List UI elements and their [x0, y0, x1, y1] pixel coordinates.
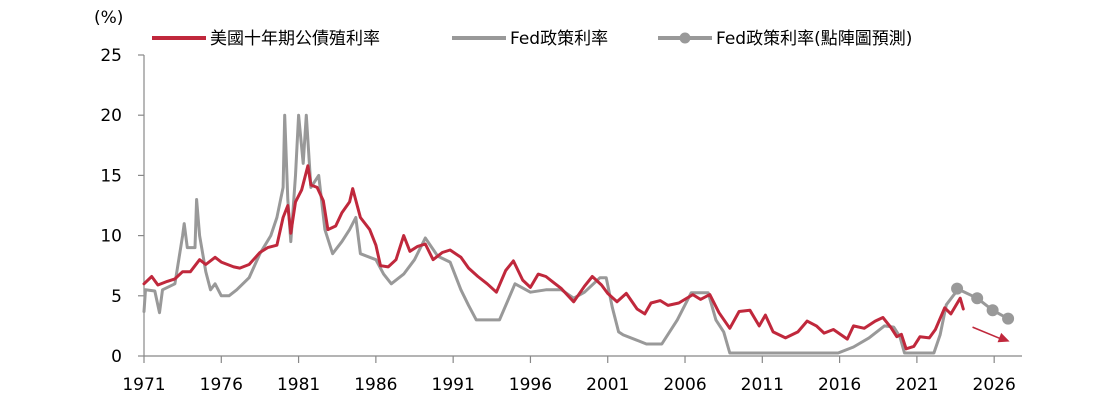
- trend-arrow-shaft: [972, 326, 1003, 341]
- dot-plot-point: [1002, 312, 1015, 325]
- x-tick-label: 1996: [509, 375, 552, 395]
- x-tick-label: 1981: [277, 375, 320, 395]
- fed-rate-line: [142, 113, 959, 355]
- dot-plot-point: [951, 282, 964, 295]
- legend-fed-label: Fed政策利率: [510, 29, 608, 49]
- x-tick-label: 2021: [895, 375, 938, 395]
- y-tick-label: 10: [100, 227, 122, 247]
- trend-arrow-head: [997, 332, 1010, 343]
- treasury-yield-line: [142, 164, 965, 351]
- x-tick-label: 2011: [741, 375, 784, 395]
- dot-plot-point: [986, 304, 999, 317]
- y-tick-label: 25: [100, 46, 122, 66]
- x-tick-label: 1976: [200, 375, 243, 395]
- legend-dot-plot-label: Fed政策利率(點陣圖預測): [716, 29, 912, 49]
- y-tick-label: 15: [100, 166, 122, 186]
- y-axis-unit-label: (%): [94, 8, 123, 28]
- x-tick-label: 1971: [122, 375, 165, 395]
- x-tick-label: 1986: [354, 375, 397, 395]
- plot-area: [142, 113, 1010, 355]
- dot-plot-line: [955, 287, 1010, 321]
- dot-plot-points: [951, 282, 1015, 325]
- x-tick-label: 2026: [973, 375, 1016, 395]
- legend-dot-plot-marker: [679, 32, 691, 44]
- x-tick-label: 2006: [663, 375, 706, 395]
- y-tick-label: 0: [111, 347, 122, 367]
- dot-plot-point: [971, 292, 984, 305]
- x-tick-label: 2016: [818, 375, 861, 395]
- y-tick-label: 5: [111, 287, 122, 307]
- legend-treasury-label: 美國十年期公債殖利率: [210, 29, 380, 49]
- legend: 美國十年期公債殖利率 Fed政策利率 Fed政策利率(點陣圖預測): [152, 29, 912, 49]
- y-tick-label: 20: [100, 106, 122, 126]
- x-tick-label: 2001: [586, 375, 629, 395]
- trend-arrow: [972, 326, 1010, 343]
- x-tick-label: 1991: [432, 375, 475, 395]
